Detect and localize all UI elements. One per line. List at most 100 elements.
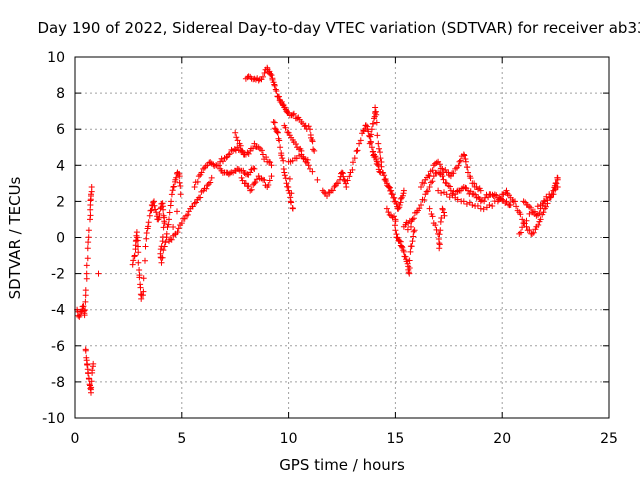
data-point <box>83 275 90 282</box>
data-point <box>82 287 89 294</box>
data-point <box>517 211 524 218</box>
data-point <box>513 203 520 210</box>
data-point <box>421 197 428 203</box>
data-point <box>165 221 172 228</box>
data-point <box>377 155 384 162</box>
data-point <box>240 151 247 158</box>
data-point <box>446 183 453 190</box>
data-point <box>341 176 348 183</box>
axis-ticks: 0 5 10 15 20 25 -10 -8 -6 -4 -2 0 2 4 6 8 10 <box>42 50 618 447</box>
chart-title: Day 190 of 2022, Sidereal Day-to-day VTE… <box>37 19 640 37</box>
data-point <box>373 160 380 167</box>
data-point <box>142 243 149 250</box>
data-point <box>486 202 493 208</box>
data-point <box>85 239 92 246</box>
data-point <box>130 257 137 264</box>
data-point <box>160 206 167 213</box>
data-point <box>436 245 443 252</box>
data-point <box>272 86 279 93</box>
data-point <box>408 243 415 250</box>
data-point <box>131 252 138 259</box>
data-point <box>436 241 443 248</box>
data-point <box>503 187 510 194</box>
data-point <box>237 142 244 149</box>
y-tick-label: 6 <box>56 122 65 138</box>
data-point <box>245 183 252 190</box>
data-point <box>436 231 443 238</box>
data-point <box>88 191 94 198</box>
data-point <box>258 147 265 154</box>
data-point <box>204 182 211 189</box>
data-point <box>441 212 448 219</box>
data-point <box>443 191 450 198</box>
data-point <box>440 176 447 183</box>
data-point <box>442 166 449 173</box>
data-point <box>298 151 305 158</box>
data-point <box>408 223 414 230</box>
data-point <box>88 384 95 391</box>
data-point <box>357 137 364 144</box>
data-point <box>537 216 544 223</box>
data-point <box>480 206 487 213</box>
data-point <box>353 148 360 155</box>
data-point <box>161 243 168 250</box>
data-point <box>238 174 245 181</box>
data-point <box>251 140 258 147</box>
data-point <box>344 177 351 184</box>
data-point <box>248 186 255 193</box>
data-point <box>170 224 177 230</box>
data-point <box>184 211 191 218</box>
data-point <box>82 307 89 313</box>
data-point <box>288 199 295 206</box>
data-point <box>270 119 277 125</box>
data-point <box>376 168 383 175</box>
data-point <box>497 195 504 202</box>
y-tick-label: 10 <box>47 50 65 66</box>
data-point <box>544 197 551 204</box>
data-point <box>530 229 537 236</box>
data-point <box>432 222 439 229</box>
data-point <box>156 211 163 217</box>
data-point <box>89 367 96 374</box>
data-point <box>191 184 198 190</box>
x-tick-label: 5 <box>177 431 186 447</box>
data-point <box>83 270 90 277</box>
y-tick-label: 4 <box>56 158 65 174</box>
data-point <box>294 115 301 122</box>
x-tick-label: 20 <box>493 431 511 447</box>
data-point <box>512 198 518 205</box>
data-point <box>193 199 199 206</box>
data-point <box>409 216 416 223</box>
y-tick-label: -10 <box>42 411 65 427</box>
data-point <box>383 205 390 212</box>
data-point <box>84 255 91 262</box>
data-point <box>304 156 311 163</box>
data-point <box>547 194 554 201</box>
data-point <box>437 227 444 234</box>
data-point <box>519 216 526 223</box>
data-point <box>367 139 374 146</box>
data-point <box>436 161 443 168</box>
data-point <box>289 205 296 212</box>
data-point <box>393 200 400 207</box>
data-point <box>454 196 461 203</box>
data-point <box>166 209 173 216</box>
data-point <box>526 227 533 233</box>
data-point <box>423 188 430 195</box>
data-point <box>368 131 375 138</box>
data-point <box>232 129 239 136</box>
data-point <box>90 360 97 367</box>
data-point <box>177 183 184 189</box>
data-point <box>174 229 181 236</box>
data-point <box>247 187 254 194</box>
data-point <box>381 172 388 179</box>
grid-lines <box>75 57 609 418</box>
data-point <box>365 128 372 135</box>
data-point <box>374 132 381 139</box>
data-point <box>134 237 141 244</box>
data-point <box>494 198 501 205</box>
y-tick-label: 2 <box>56 194 65 210</box>
data-point <box>537 205 544 212</box>
data-point <box>82 347 89 354</box>
